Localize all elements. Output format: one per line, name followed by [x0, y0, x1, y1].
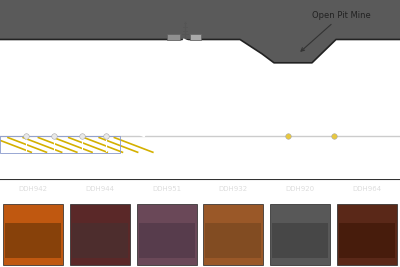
Text: DDH920: DDH920 — [286, 186, 314, 193]
Text: DDH964: DDH964 — [338, 107, 370, 116]
Polygon shape — [0, 0, 400, 40]
Bar — [3, 204, 64, 265]
Bar — [5, 223, 62, 258]
Bar — [336, 204, 397, 265]
Text: DDH951: DDH951 — [152, 186, 181, 193]
Text: 715 m deep: 715 m deep — [161, 73, 187, 107]
Text: DDH932: DDH932 — [219, 186, 248, 193]
Text: DDH942: DDH942 — [31, 92, 63, 101]
Bar — [167, 34, 180, 40]
Text: DDH920: DDH920 — [286, 100, 318, 109]
Text: Elevator Shaft: Elevator Shaft — [143, 43, 180, 93]
Text: DDH944: DDH944 — [59, 100, 91, 109]
Bar — [138, 223, 195, 258]
Polygon shape — [0, 0, 400, 63]
Text: East: East — [158, 122, 176, 131]
Text: Horizontal: Horizontal — [280, 144, 320, 152]
Bar — [70, 204, 130, 265]
Text: DDH942: DDH942 — [19, 186, 48, 193]
Text: DDH932: DDH932 — [111, 114, 143, 123]
Bar — [270, 204, 330, 265]
Text: West: West — [115, 122, 136, 131]
Bar — [190, 34, 201, 40]
Text: Open Pit Mine: Open Pit Mine — [301, 11, 371, 51]
Bar — [205, 223, 262, 258]
Bar — [338, 223, 395, 258]
Text: DDH964: DDH964 — [352, 186, 381, 193]
Bar — [136, 204, 197, 265]
Bar — [272, 223, 328, 258]
Text: DDH951: DDH951 — [87, 107, 119, 116]
Text: DDH944: DDH944 — [86, 186, 114, 193]
Bar — [72, 223, 128, 258]
Bar — [203, 204, 264, 265]
